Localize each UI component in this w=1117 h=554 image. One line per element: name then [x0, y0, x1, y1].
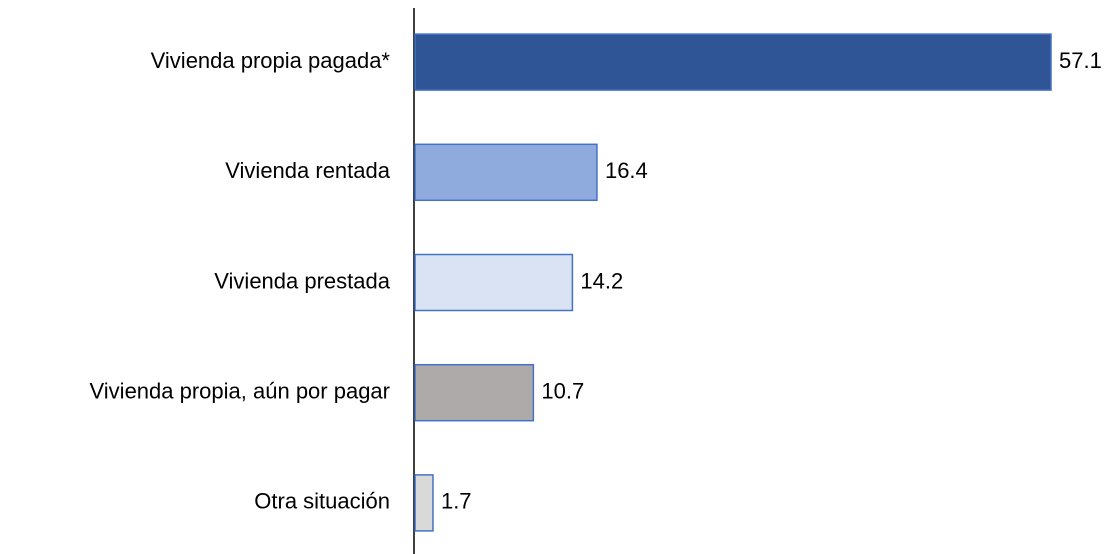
category-label: Vivienda prestada	[214, 268, 390, 293]
category-label: Vivienda rentada	[225, 158, 390, 183]
bar	[414, 363, 535, 422]
bar	[414, 253, 574, 312]
data-label: 10.7	[541, 379, 584, 404]
bar	[414, 474, 434, 532]
bar	[414, 143, 598, 202]
category-label: Vivienda propia pagada*	[151, 48, 391, 73]
data-label: 1.7	[441, 489, 472, 514]
bar	[414, 33, 1052, 91]
category-label: Vivienda propia, aún por pagar	[90, 379, 390, 404]
category-label: Otra situación	[254, 489, 390, 514]
data-label: 16.4	[605, 158, 648, 183]
data-label: 14.2	[580, 268, 623, 293]
data-label: 57.1	[1059, 48, 1102, 73]
